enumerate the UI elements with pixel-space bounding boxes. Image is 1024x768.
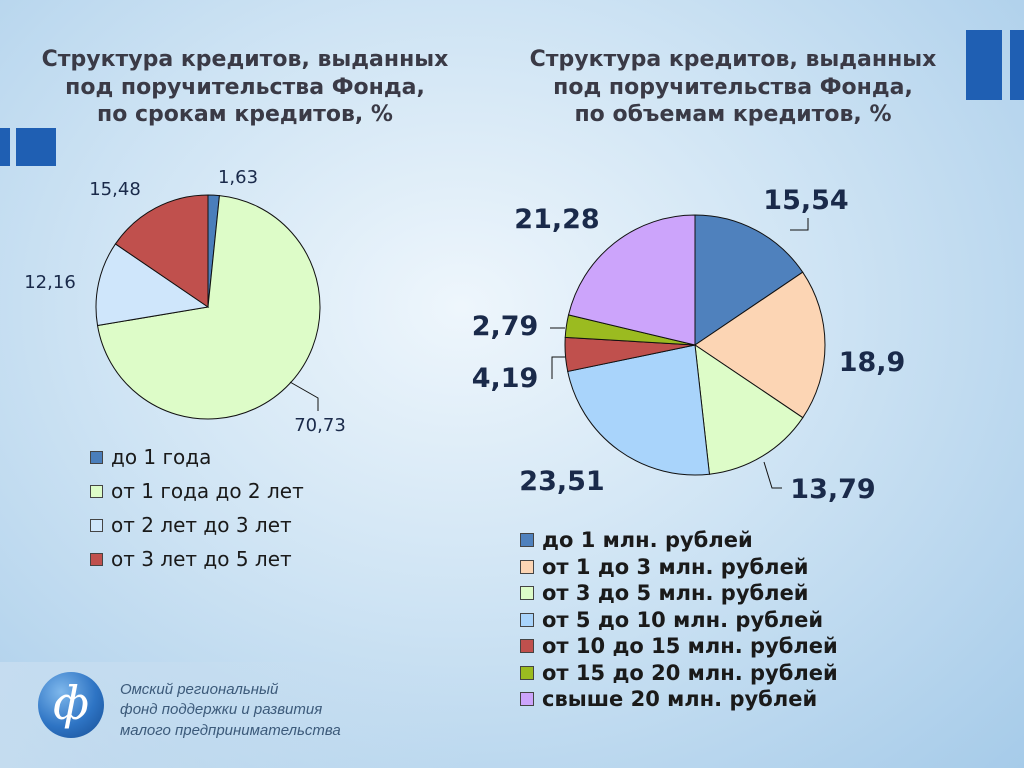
- leader-line: [551, 356, 565, 379]
- footer-line-2: фонд поддержки и развития: [120, 701, 323, 719]
- legend-swatch: [520, 665, 534, 680]
- data-label: 12,16: [24, 272, 76, 293]
- legend-label: свыше 20 млн. рублей: [542, 687, 818, 712]
- data-label: 2,79: [472, 311, 539, 342]
- legend-swatch: [520, 612, 534, 627]
- legend-item: от 10 до 15 млн. рублей: [520, 633, 838, 660]
- title-right-line-2: под поручительства Фонда,: [553, 74, 913, 100]
- legend-item: свыше 20 млн. рублей: [520, 686, 838, 713]
- data-label: 15,48: [89, 179, 141, 200]
- legend-swatch: [520, 533, 534, 548]
- title-right-line-1: Структура кредитов, выданных: [529, 47, 937, 72]
- legend-item: от 3 до 5 млн. рублей: [520, 580, 838, 607]
- data-label: 4,19: [472, 363, 539, 394]
- decor-bar-left-2: [16, 128, 56, 166]
- data-label: 70,73: [294, 415, 346, 436]
- legend-swatch: [90, 552, 103, 566]
- fund-logo: ф: [38, 672, 104, 738]
- legend-right: до 1 млн. рублей от 1 до 3 млн. рублей о…: [520, 527, 838, 713]
- title-right-line-3: по объемам кредитов, %: [574, 102, 892, 127]
- legend-item: от 1 до 3 млн. рублей: [520, 554, 838, 581]
- legend-swatch: [520, 559, 534, 574]
- legend-item: до 1 года: [90, 440, 304, 474]
- data-label: 1,63: [218, 167, 258, 188]
- pie-chart-volumes: 15,54 18,9 13,79 23,51 4,19 2,79 21,28: [472, 185, 906, 505]
- pie-slice: [114, 194, 209, 308]
- legend-swatch: [90, 518, 103, 532]
- data-label: 13,79: [790, 474, 875, 505]
- chart-title-left: Структура кредитов, выданных под поручит…: [0, 46, 490, 129]
- legend-label: от 1 до 3 млн. рублей: [542, 554, 809, 579]
- legend-label: от 10 до 15 млн. рублей: [542, 634, 838, 659]
- legend-label: от 3 лет до 5 лет: [111, 547, 292, 571]
- pie-slice: [694, 214, 804, 346]
- legend-swatch: [90, 484, 103, 498]
- data-label: 23,51: [519, 466, 604, 497]
- title-left-line-1: Структура кредитов, выданных: [41, 47, 449, 72]
- legend-label: от 2 лет до 3 лет: [111, 513, 292, 537]
- pie-slice: [694, 343, 804, 475]
- legend-label: от 5 до 10 млн. рублей: [542, 607, 824, 632]
- pie-slice: [694, 271, 826, 419]
- legend-label: от 15 до 20 млн. рублей: [542, 660, 838, 685]
- legend-item: от 15 до 20 млн. рублей: [520, 660, 838, 687]
- legend-item: от 3 лет до 5 лет: [90, 542, 304, 576]
- leader-line: [289, 381, 319, 411]
- legend-label: до 1 года: [111, 445, 212, 469]
- footer-line-3: малого предпринимательства: [120, 721, 341, 739]
- chart-title-right: Структура кредитов, выданных под поручит…: [488, 46, 978, 129]
- data-label: 18,9: [839, 347, 906, 378]
- leader-line: [790, 218, 809, 231]
- legend-swatch: [520, 639, 534, 654]
- legend-item: от 5 до 10 млн. рублей: [520, 607, 838, 634]
- data-label: 21,28: [514, 204, 599, 235]
- title-left-line-2: под поручительства Фонда,: [65, 74, 425, 100]
- pie-slice: [95, 243, 210, 327]
- pie-slice: [567, 344, 710, 476]
- legend-label: от 1 года до 2 лет: [111, 479, 304, 503]
- legend-item: от 2 лет до 3 лет: [90, 508, 304, 542]
- footer-line-1: Омский региональный: [120, 681, 279, 698]
- legend-swatch: [90, 450, 103, 464]
- title-left-line-3: по срокам кредитов, %: [97, 102, 393, 127]
- data-label: 15,54: [763, 185, 848, 216]
- legend-item: до 1 млн. рублей: [520, 527, 838, 554]
- legend-label: от 3 до 5 млн. рублей: [542, 581, 809, 606]
- pie-chart-terms: 1,63 70,73 12,16 15,48: [24, 167, 346, 436]
- leader-line: [763, 461, 782, 489]
- legend-item: от 1 года до 2 лет: [90, 474, 304, 508]
- decor-bar-right-2: [1010, 30, 1024, 100]
- footer-organization: Омский региональный фонд поддержки и раз…: [120, 680, 341, 741]
- legend-swatch: [520, 586, 534, 601]
- legend-left: до 1 года от 1 года до 2 лет от 2 лет до…: [90, 440, 304, 576]
- pie-slice: [567, 214, 696, 346]
- decor-bar-right-1: [966, 30, 1002, 100]
- legend-label: до 1 млн. рублей: [542, 528, 753, 553]
- legend-swatch: [520, 692, 534, 707]
- decor-bar-left-1: [0, 128, 10, 166]
